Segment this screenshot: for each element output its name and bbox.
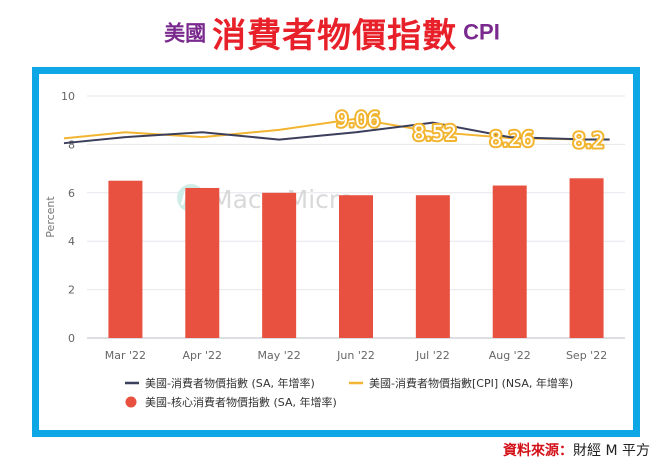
data-label: 8.52 <box>413 121 458 145</box>
data-label: 8.26 <box>489 127 534 151</box>
x-tick-label: May '22 <box>258 349 301 362</box>
y-tick-label: 0 <box>68 332 75 345</box>
y-axis-label: Percent <box>44 196 57 238</box>
legend-label: 美國-核心消費者物價指數 (SA, 年增率) <box>145 395 337 409</box>
source-note: 資料來源：財經 M 平方 <box>503 440 650 460</box>
title-prefix: 美國 <box>164 21 207 46</box>
x-tick-label: Jul '22 <box>415 349 450 362</box>
y-tick-label: 2 <box>68 284 75 297</box>
bar <box>569 178 604 338</box>
y-tick-label: 4 <box>68 235 75 248</box>
legend-marker-dot <box>125 396 137 408</box>
source-label: 資料來源： <box>503 443 574 459</box>
bar <box>492 185 527 338</box>
bar <box>339 195 373 338</box>
series-line <box>63 121 610 145</box>
bar <box>185 187 220 338</box>
x-tick-label: Apr '22 <box>183 349 223 362</box>
x-tick-label: Mar '22 <box>105 349 146 362</box>
data-label: 8.2 <box>573 129 605 153</box>
y-tick-label: 10 <box>61 90 75 103</box>
y-tick-label: 6 <box>68 187 75 200</box>
legend: 美國-消費者物價指數 (SA, 年增率) 美國-消費者物價指數[CPI] (NSA… <box>125 376 573 409</box>
x-tick-label: Jun '22 <box>336 349 375 362</box>
bar <box>415 195 450 338</box>
legend-label: 美國-消費者物價指數[CPI] (NSA, 年增率) <box>369 376 573 390</box>
data-label: 9.06 <box>336 108 381 132</box>
title-suffix: CPI <box>463 19 500 45</box>
source-value: 財經 M 平方 <box>573 443 650 459</box>
x-tick-label: Aug '22 <box>489 349 531 362</box>
y-tick-label: 8 <box>68 138 75 151</box>
bar <box>262 192 297 338</box>
x-tick-label: Sep '22 <box>566 349 607 362</box>
chart-title: 美國 消費者物價指數 CPI <box>0 8 664 60</box>
title-main: 消費者物價指數 <box>212 16 458 56</box>
legend-label: 美國-消費者物價指數 (SA, 年增率) <box>145 376 315 390</box>
bar <box>108 180 143 338</box>
